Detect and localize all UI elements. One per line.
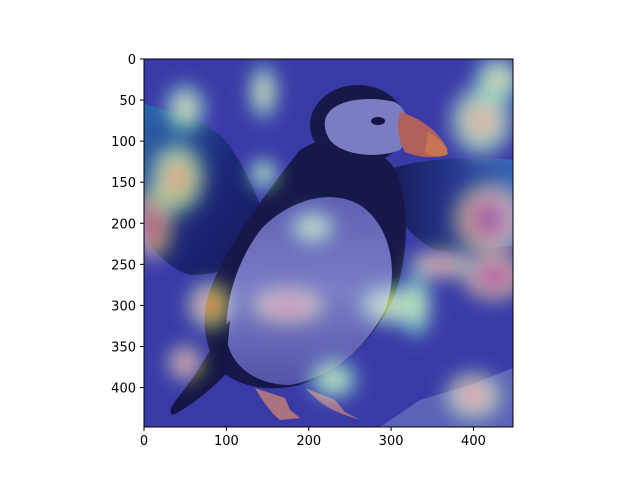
- puffin-face: [324, 99, 408, 155]
- heat-spot: [200, 295, 220, 316]
- heat-spot: [165, 163, 189, 193]
- puffin-foot-left: [255, 388, 300, 420]
- heat-spot: [488, 69, 509, 90]
- heat-spot: [480, 266, 508, 287]
- x-tick-label: 100: [214, 434, 239, 449]
- heat-spot: [144, 208, 161, 239]
- heat-spot: [176, 98, 194, 119]
- y-tick-label: 350: [111, 341, 136, 356]
- y-tick-label: 400: [111, 382, 136, 397]
- x-axis: 0 100 200 300 400: [140, 427, 486, 449]
- heat-spot: [475, 204, 505, 234]
- heat-spot: [409, 292, 423, 319]
- x-tick-label: 0: [140, 434, 148, 449]
- y-tick-label: 150: [111, 176, 136, 191]
- heat-spot: [257, 80, 270, 104]
- y-tick-label: 300: [111, 299, 136, 314]
- heat-spot: [257, 167, 270, 181]
- overlay-tint: [144, 59, 513, 427]
- puffin-eye: [371, 117, 385, 125]
- y-tick-label: 100: [111, 135, 136, 150]
- puffin-beak-tip: [425, 132, 448, 157]
- heat-spot: [303, 220, 323, 234]
- heat-spot: [177, 355, 193, 371]
- heat-spot: [273, 298, 303, 313]
- plot-area: [144, 59, 513, 427]
- puffin-foot-right: [305, 388, 360, 420]
- axes-frame: [143, 58, 514, 428]
- heat-spot: [468, 105, 495, 136]
- x-tick-label: 200: [296, 434, 321, 449]
- y-tick-label: 200: [111, 217, 136, 232]
- heatmap-layer: [144, 59, 513, 421]
- x-tick-label: 300: [379, 434, 404, 449]
- heat-spot: [323, 371, 344, 388]
- y-tick-label: 250: [111, 258, 136, 273]
- heat-spot: [427, 258, 454, 271]
- x-tick-label: 400: [461, 434, 486, 449]
- y-tick-label: 0: [128, 53, 136, 68]
- heat-spot: [377, 297, 405, 314]
- y-axis: 0 50 100 150 200 250 300 350 400: [111, 53, 144, 397]
- y-tick-label: 50: [119, 94, 136, 109]
- heat-spot: [461, 385, 485, 406]
